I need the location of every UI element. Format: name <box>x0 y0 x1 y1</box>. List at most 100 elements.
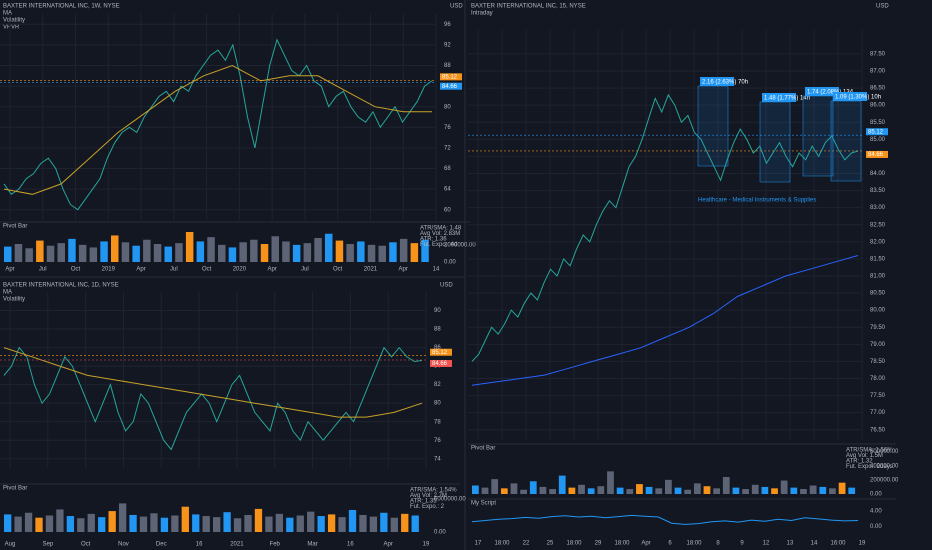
volume-bar <box>286 517 294 532</box>
x-tick-label: Dec <box>156 542 167 548</box>
measure-label-bg <box>833 92 867 101</box>
volume-bar <box>45 515 54 532</box>
x-tick-label: 14 <box>433 267 440 273</box>
volume-bar <box>539 486 547 494</box>
y-tick-label: 90 <box>434 308 441 314</box>
volume-bar <box>732 487 740 494</box>
panel-header: BAXTER INTERNATIONAL INC, 15, NYSE <box>471 4 586 10</box>
y-tick-label: 81.50 <box>870 256 886 262</box>
volume-bar <box>171 515 179 532</box>
y-tick-label: 60 <box>444 207 451 213</box>
x-tick-label: 18:00 <box>566 541 582 547</box>
volume-bar <box>838 482 846 494</box>
volume-bar <box>389 242 397 262</box>
y-tick-label: 78 <box>434 419 441 425</box>
axis-unit: USD <box>876 4 889 10</box>
y-tick-label: 86.50 <box>870 86 886 92</box>
volume-bar <box>139 516 148 532</box>
y-tick-label: 80 <box>434 401 441 407</box>
x-tick-label: Apr <box>136 267 145 273</box>
volume-bar <box>809 485 817 494</box>
volume-bar <box>380 512 388 532</box>
volume-bar <box>587 488 595 494</box>
volume-bar <box>78 244 87 262</box>
volume-bar <box>14 244 23 262</box>
volume-bar <box>346 244 354 262</box>
y-tick-label: 88 <box>444 63 451 69</box>
axis-unit: USD <box>450 4 463 10</box>
volume-title: Pivot Bar <box>471 446 495 452</box>
x-tick-label: Apr <box>399 267 408 273</box>
volume-bar <box>317 516 325 532</box>
price-tag-label: 84.66 <box>868 152 884 158</box>
volume-tick-label: 0.00 <box>434 530 446 536</box>
volume-bar <box>68 238 76 262</box>
price-line <box>3 38 433 211</box>
volume-bar <box>481 487 489 494</box>
stat-label: ATR: 1.32 <box>846 459 873 465</box>
volume-bar <box>410 243 419 262</box>
volume-bar <box>819 486 827 494</box>
volume-bar <box>645 486 653 494</box>
volume-bar <box>607 471 614 494</box>
price-tag <box>430 359 452 367</box>
x-tick-label: Apr <box>384 542 393 548</box>
volume-bar <box>160 517 169 532</box>
volume-bar <box>327 514 336 532</box>
volume-bar <box>143 239 151 262</box>
volume-bar <box>66 516 75 532</box>
stat-label: Avg Vol: 2.7M <box>410 493 447 499</box>
volume-bar <box>655 488 663 494</box>
y-tick-label: 81.00 <box>870 274 886 280</box>
volume-bar <box>616 487 624 494</box>
measure-box <box>759 101 791 183</box>
volume-bar <box>4 246 12 262</box>
y-tick-label: 64 <box>444 187 451 193</box>
x-tick-label: Oct <box>202 267 212 273</box>
x-tick-label: 8 <box>716 541 720 547</box>
volume-tick-label: 200000.00 <box>870 477 899 483</box>
panel-header: BAXTER INTERNATIONAL INC, 1W, NYSE <box>3 4 120 10</box>
y-tick-label: 68 <box>444 166 451 172</box>
x-tick-label: Mar <box>307 542 317 548</box>
x-tick-label: 19 <box>423 542 430 548</box>
x-tick-label: 2020 <box>233 267 247 273</box>
volume-bar <box>367 244 376 262</box>
volume-bar <box>254 508 263 532</box>
volume-bar <box>132 245 140 262</box>
moving-average <box>3 347 423 418</box>
volume-bar <box>207 237 215 262</box>
measure-box <box>830 100 862 182</box>
y-tick-label: 78.00 <box>870 376 886 382</box>
x-tick-label: 19 <box>859 541 866 547</box>
volume-bar <box>771 488 778 494</box>
volume-bar <box>164 246 172 262</box>
y-tick-label: 78.50 <box>870 359 886 365</box>
volume-bar <box>359 514 367 532</box>
stat-label: Fut. Expo.: 2days <box>846 464 893 470</box>
volume-tick-label: 0.00 <box>444 260 456 266</box>
price-line <box>471 93 859 362</box>
volume-title: Pivot Bar <box>3 224 27 230</box>
price-tag <box>866 150 888 158</box>
price-tag <box>866 128 888 136</box>
volume-bar <box>335 240 344 262</box>
volume-bar <box>369 516 378 532</box>
volume-bar <box>271 236 279 262</box>
y-tick-label: 86 <box>434 345 441 351</box>
volume-bar <box>520 489 528 494</box>
panel-header: BAXTER INTERNATIONAL INC, 1D, NYSE <box>3 283 119 289</box>
volume-bar <box>181 506 189 532</box>
volume-tick-label: 2000000.00 <box>444 242 476 248</box>
stat-label: Avg Vol: 2.83M <box>420 231 460 237</box>
y-tick-label: 83.50 <box>870 188 886 194</box>
volume-bar <box>713 488 721 494</box>
volume-bar <box>357 241 365 262</box>
volume-bar <box>790 487 798 494</box>
volume-bar <box>568 487 576 494</box>
x-tick-label: 2019 <box>102 267 116 273</box>
stat-label: Fut. Expo.: 2 <box>410 504 445 510</box>
volume-tick-label: 600000.00 <box>870 449 899 455</box>
volume-bar <box>56 509 64 532</box>
axis-unit: USD <box>440 283 453 289</box>
